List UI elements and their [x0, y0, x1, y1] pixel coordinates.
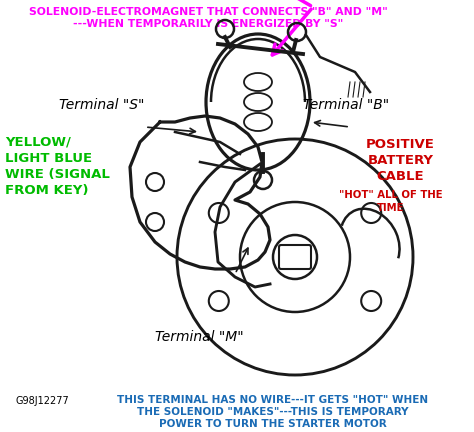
Text: ---WHEN TEMPORARILY IS ENERGIZED BY "S": ---WHEN TEMPORARILY IS ENERGIZED BY "S" — [73, 19, 344, 29]
Text: THIS TERMINAL HAS NO WIRE---IT GETS "HOT" WHEN: THIS TERMINAL HAS NO WIRE---IT GETS "HOT… — [117, 394, 428, 405]
Text: SOLENOID-ELECTROMAGNET THAT CONNECTS "B" AND "M": SOLENOID-ELECTROMAGNET THAT CONNECTS "B"… — [29, 7, 388, 17]
Text: Terminal "S": Terminal "S" — [59, 98, 145, 111]
Text: Terminal "B": Terminal "B" — [303, 98, 389, 111]
Text: POSITIVE: POSITIVE — [366, 138, 435, 151]
Text: BATTERY: BATTERY — [367, 154, 434, 167]
Text: G98J12277: G98J12277 — [16, 396, 70, 406]
Text: Terminal "M": Terminal "M" — [155, 330, 243, 344]
Text: TIME: TIME — [377, 203, 405, 213]
Text: THE SOLENOID "MAKES"---THIS IS TEMPORARY: THE SOLENOID "MAKES"---THIS IS TEMPORARY — [137, 407, 408, 417]
Text: CABLE: CABLE — [377, 170, 424, 183]
Text: "HOT" ALL OF THE: "HOT" ALL OF THE — [339, 190, 443, 200]
Text: YELLOW/
LIGHT BLUE
WIRE (SIGNAL
FROM KEY): YELLOW/ LIGHT BLUE WIRE (SIGNAL FROM KEY… — [5, 136, 109, 197]
Text: POWER TO TURN THE STARTER MOTOR: POWER TO TURN THE STARTER MOTOR — [159, 419, 386, 429]
